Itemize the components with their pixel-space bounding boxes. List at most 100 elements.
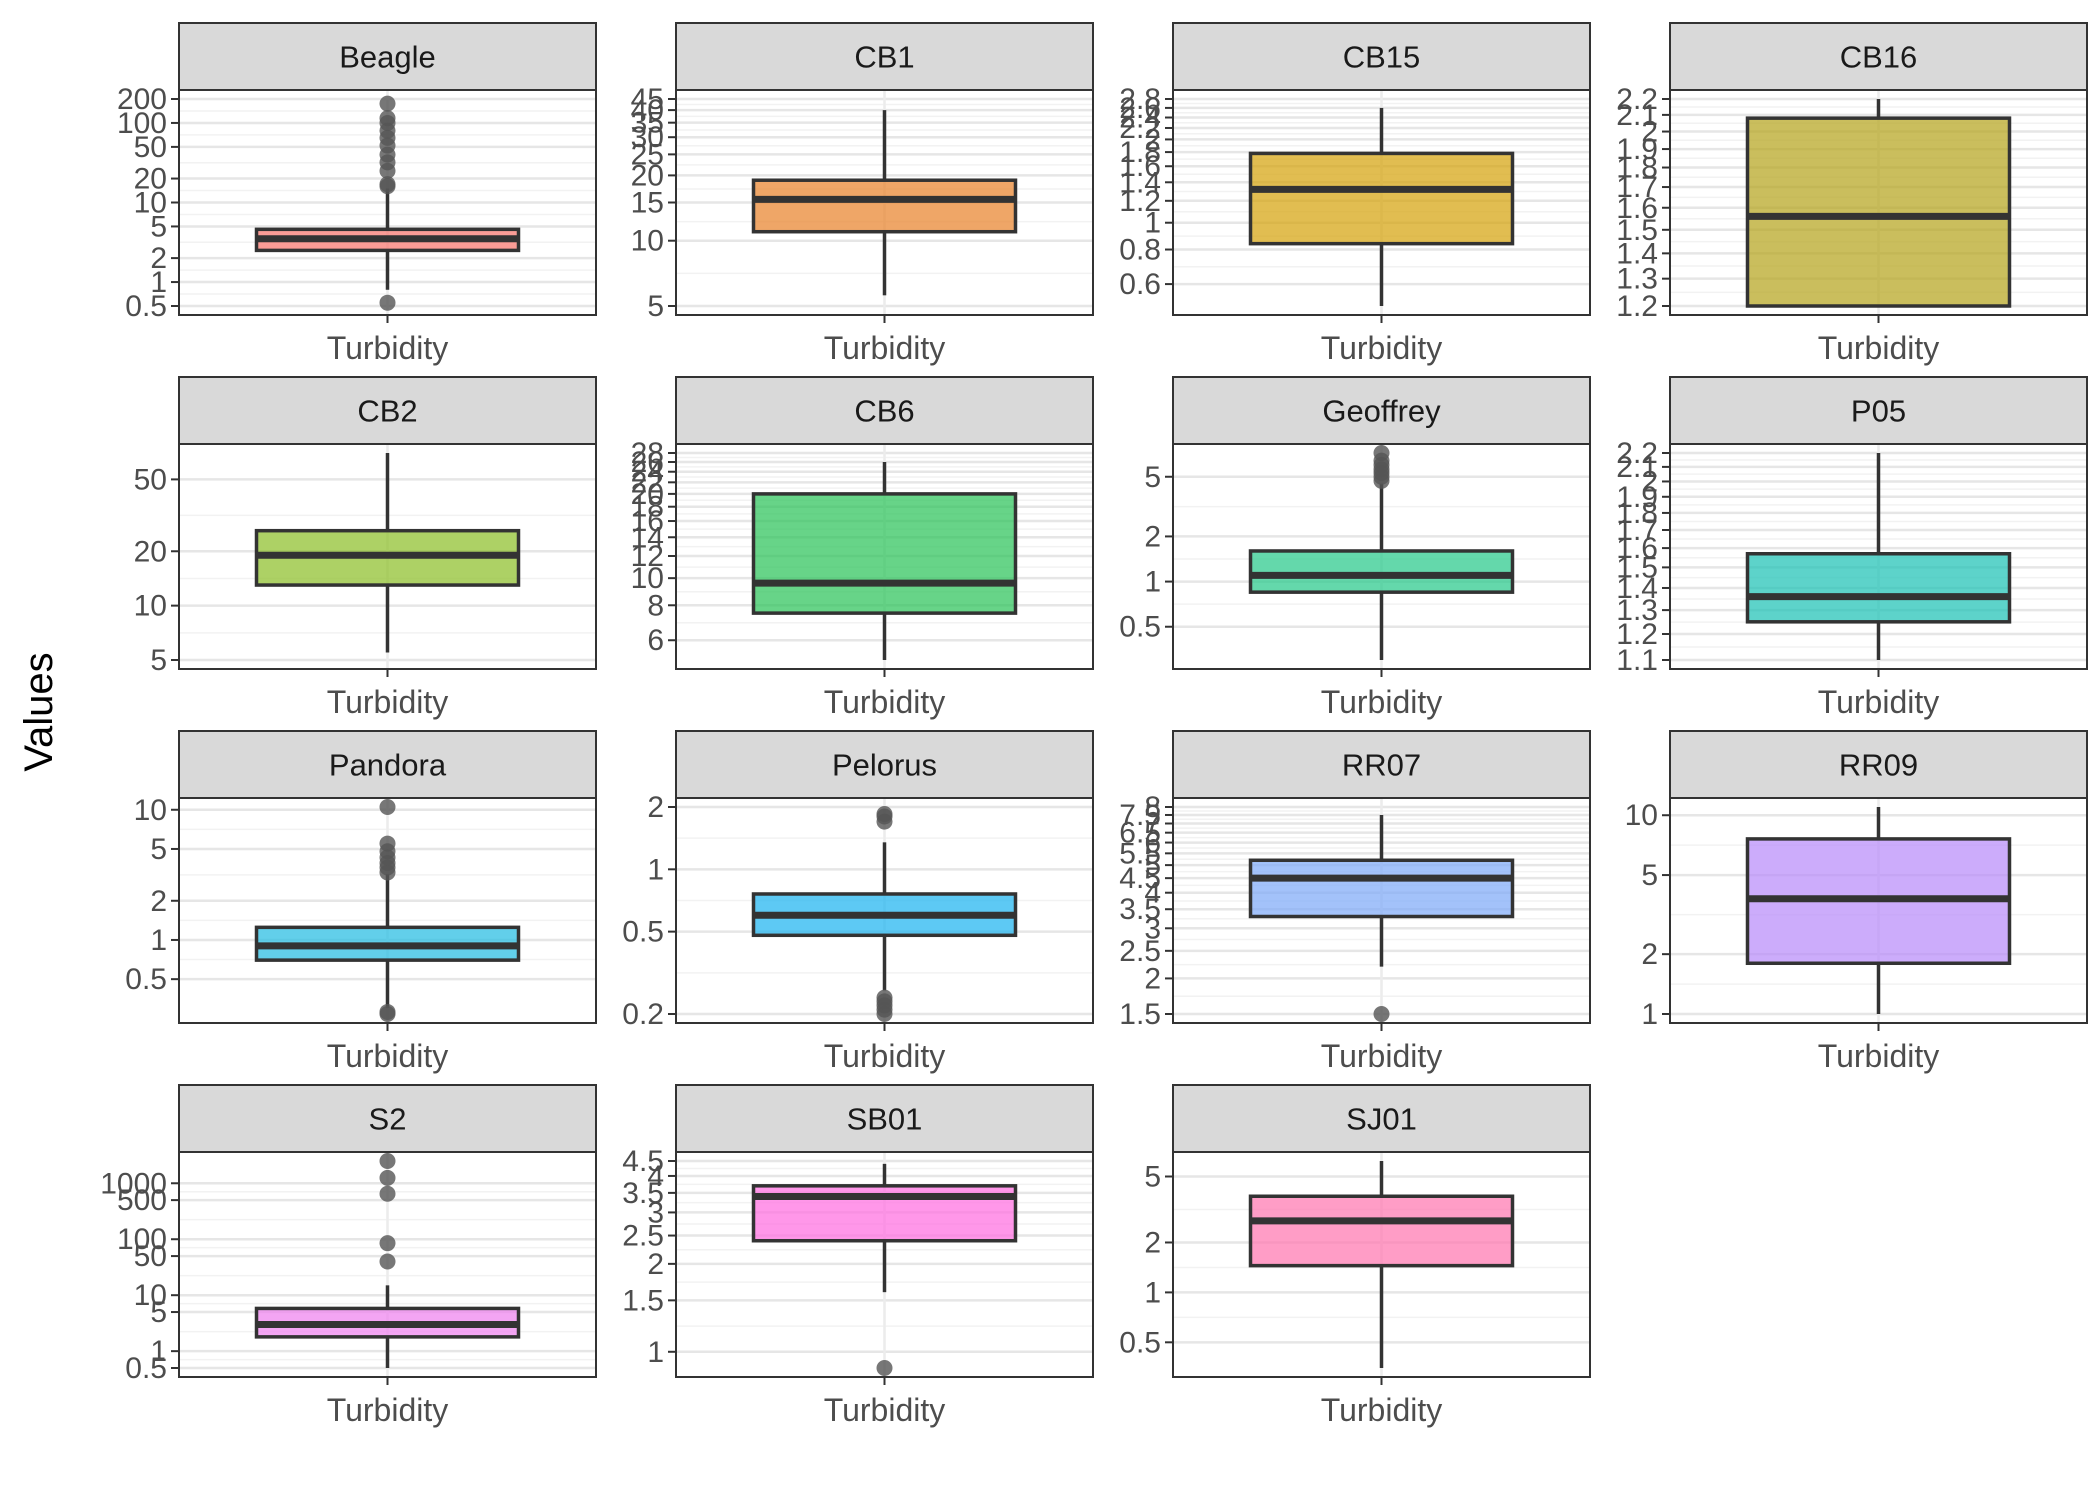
- y-tick-label: 1.2: [1119, 185, 1161, 218]
- y-tick-label: 28: [631, 437, 664, 470]
- y-tick-label: 26: [631, 446, 664, 479]
- y-tick-label: 100: [117, 107, 167, 140]
- y-tick-label: 1.3: [1616, 263, 1658, 296]
- y-tick-label: 4.5: [622, 1145, 664, 1178]
- x-tick-label: Turbidity: [327, 1392, 449, 1428]
- facet-strip-label: Geoffrey: [1322, 394, 1441, 429]
- y-tick-label: 10: [631, 562, 664, 595]
- x-tick-label: Turbidity: [1321, 684, 1443, 720]
- y-tick-label: 5: [1144, 849, 1161, 882]
- y-tick-label: 0.5: [622, 916, 664, 949]
- y-tick-label: 2: [1641, 938, 1658, 971]
- x-tick-label: Turbidity: [824, 330, 946, 366]
- facet-strip: [675, 22, 1094, 91]
- x-tick-label: Turbidity: [824, 1038, 946, 1074]
- y-tick-label: 2.2: [1119, 112, 1161, 145]
- y-tick-label: 1.5: [1616, 214, 1658, 247]
- y-tick-label: 1.1: [1616, 644, 1658, 677]
- outlier-point: [1373, 445, 1390, 461]
- y-tick-label: 3: [647, 1196, 664, 1229]
- y-tick-label: 4: [647, 1160, 664, 1193]
- outlier-point: [379, 1153, 396, 1169]
- y-tick-label: 22: [631, 466, 664, 499]
- y-tick-label: 24: [631, 456, 664, 489]
- box-iqr: [751, 492, 1018, 615]
- y-tick-label: 2: [150, 885, 167, 918]
- y-tick-label: 5: [150, 210, 167, 243]
- y-tick-label: 18: [631, 491, 664, 524]
- box-iqr: [751, 178, 1018, 234]
- y-tick-label: 30: [631, 121, 664, 154]
- box-iqr: [1248, 858, 1515, 919]
- facet-panel: RR09 1 2 5 10 Turbidity: [1625, 730, 2088, 1074]
- box-iqr: [1248, 549, 1515, 594]
- y-tick-label: 1: [1144, 566, 1161, 599]
- facet-panel: Geoffrey 0.5 1 2 5 Turbidity: [1119, 376, 1591, 720]
- y-tick-label: 5: [150, 833, 167, 866]
- y-tick-label: 20: [631, 159, 664, 192]
- y-tick-label: 2.4: [1119, 102, 1161, 135]
- y-tick-label: 5: [647, 290, 664, 323]
- y-tick-label: 5: [1144, 1160, 1161, 1193]
- y-tick-label: 2: [1641, 116, 1658, 149]
- facet-strip: [178, 376, 597, 445]
- y-tick-label: 2: [1144, 1226, 1161, 1259]
- facet-strip: [1669, 22, 2088, 91]
- facet-panel: RR07 1.522.533.544.555.566.577.58 Turbidit…: [1119, 730, 1591, 1074]
- y-tick-label: 1: [150, 924, 167, 957]
- y-tick-label: 1.5: [1616, 551, 1658, 584]
- y-tick-label: 20: [631, 478, 664, 511]
- y-tick-label: 50: [134, 1240, 167, 1273]
- facet-strip: [1172, 730, 1591, 799]
- y-tick-label: 10: [631, 225, 664, 258]
- y-tick-label: 10: [134, 187, 167, 220]
- facet-strip-label: SJ01: [1346, 1102, 1417, 1137]
- facet-strip-label: CB2: [357, 394, 417, 429]
- facet-strip: [675, 1084, 1094, 1153]
- y-tick-label: 20: [134, 535, 167, 568]
- y-tick-label: 0.5: [1119, 1326, 1161, 1359]
- facet-strip-label: Pelorus: [832, 748, 937, 783]
- facet-panel: SJ01 0.5 1 2 5 Turbidity: [1119, 1084, 1591, 1428]
- y-tick-label: 0.2: [622, 998, 664, 1031]
- facet-strip-label: Pandora: [329, 748, 447, 783]
- x-tick-label: Turbidity: [1321, 1038, 1443, 1074]
- facet-strip: [675, 376, 1094, 445]
- outlier-point: [1373, 1006, 1390, 1022]
- outlier-point: [379, 1169, 396, 1186]
- facet-strip-label: RR09: [1839, 748, 1918, 783]
- y-tick-label: 1.8: [1616, 152, 1658, 185]
- y-tick-label: 1: [1641, 998, 1658, 1031]
- facet-panel: SB01 1 1.522.533.544.5 Turbidity: [622, 1084, 1094, 1428]
- facet-panels: Beagle0.5125102050100200TurbidityCB15101…: [100, 22, 2088, 1428]
- y-tick-label: 2: [1144, 123, 1161, 156]
- y-tick-label: 0.8: [1119, 234, 1161, 267]
- y-tick-label: 1.9: [1616, 481, 1658, 514]
- y-tick-label: 40: [631, 94, 664, 127]
- y-tick-label: 10: [134, 590, 167, 623]
- y-tick-label: 100: [117, 1223, 167, 1256]
- y-tick-label: 1.5: [622, 1284, 664, 1317]
- y-tick-label: 5.5: [1119, 837, 1161, 870]
- y-tick-label: 2.2: [1616, 437, 1658, 470]
- outlier-point: [379, 176, 396, 193]
- y-tick-label: 200: [117, 83, 167, 116]
- y-tick-label: 1.3: [1616, 594, 1658, 627]
- y-tick-label: 50: [134, 131, 167, 164]
- y-tick-label: 5: [150, 1296, 167, 1329]
- y-axis-label: Values: [17, 652, 61, 771]
- y-tick-label: 45: [631, 83, 664, 116]
- y-tick-label: 7.5: [1119, 799, 1161, 832]
- y-tick-label: 4: [1144, 877, 1161, 910]
- facet-strip-label: S2: [369, 1102, 407, 1137]
- y-tick-label: 2.5: [622, 1220, 664, 1253]
- box-iqr: [1745, 552, 2012, 624]
- facet-strip-label: SB01: [847, 1102, 923, 1137]
- outlier-point: [379, 1235, 396, 1252]
- y-tick-label: 12: [631, 540, 664, 573]
- y-tick-label: 2: [647, 1248, 664, 1281]
- outlier-point: [379, 294, 396, 311]
- facet-strip-label: CB16: [1840, 40, 1918, 75]
